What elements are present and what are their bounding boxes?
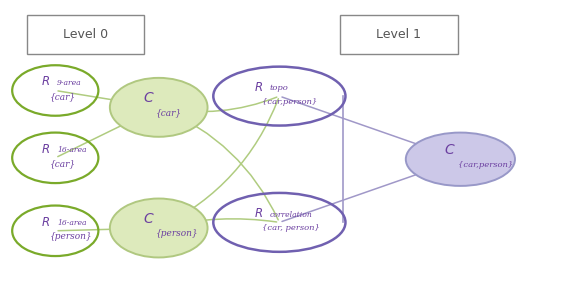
FancyArrowPatch shape	[161, 99, 278, 227]
FancyArrowPatch shape	[58, 228, 156, 231]
FancyArrowPatch shape	[282, 97, 458, 158]
Text: $\mathit{R}$: $\mathit{R}$	[41, 75, 50, 88]
Text: {car}: {car}	[50, 92, 75, 101]
FancyArrowPatch shape	[161, 97, 277, 112]
Text: {person}: {person}	[156, 229, 199, 238]
Text: {car,person}: {car,person}	[457, 161, 513, 169]
Ellipse shape	[110, 78, 207, 137]
Ellipse shape	[406, 133, 515, 186]
FancyArrowPatch shape	[282, 160, 458, 221]
Text: Level 0: Level 0	[63, 28, 108, 41]
FancyArrowPatch shape	[161, 108, 278, 220]
Text: $\mathit{C}$: $\mathit{C}$	[142, 91, 154, 105]
Text: $\mathit{C}$: $\mathit{C}$	[142, 212, 154, 226]
Text: $\mathit{R}$: $\mathit{R}$	[253, 207, 263, 220]
Text: {car,person}: {car,person}	[262, 98, 317, 105]
Text: {car}: {car}	[156, 109, 182, 118]
FancyBboxPatch shape	[340, 15, 457, 54]
Text: $\mathit{R}$: $\mathit{R}$	[253, 81, 263, 94]
Text: $\mathit{C}$: $\mathit{C}$	[444, 143, 456, 157]
Text: correlation: correlation	[270, 211, 312, 219]
Text: 16-area: 16-area	[57, 219, 86, 227]
Text: {car}: {car}	[50, 159, 75, 168]
Ellipse shape	[110, 199, 207, 257]
Text: Level 1: Level 1	[376, 28, 421, 41]
Text: $\mathit{R}$: $\mathit{R}$	[41, 215, 50, 228]
Text: {car, person}: {car, person}	[262, 224, 320, 232]
Text: topo: topo	[270, 84, 289, 92]
Text: 16-area: 16-area	[57, 146, 86, 154]
Text: 9-area: 9-area	[57, 79, 82, 87]
FancyArrowPatch shape	[58, 109, 156, 157]
Text: $\mathit{R}$: $\mathit{R}$	[41, 143, 50, 156]
FancyArrowPatch shape	[58, 91, 156, 107]
FancyBboxPatch shape	[26, 15, 145, 54]
FancyArrowPatch shape	[161, 219, 276, 227]
Text: {person}: {person}	[50, 232, 92, 241]
